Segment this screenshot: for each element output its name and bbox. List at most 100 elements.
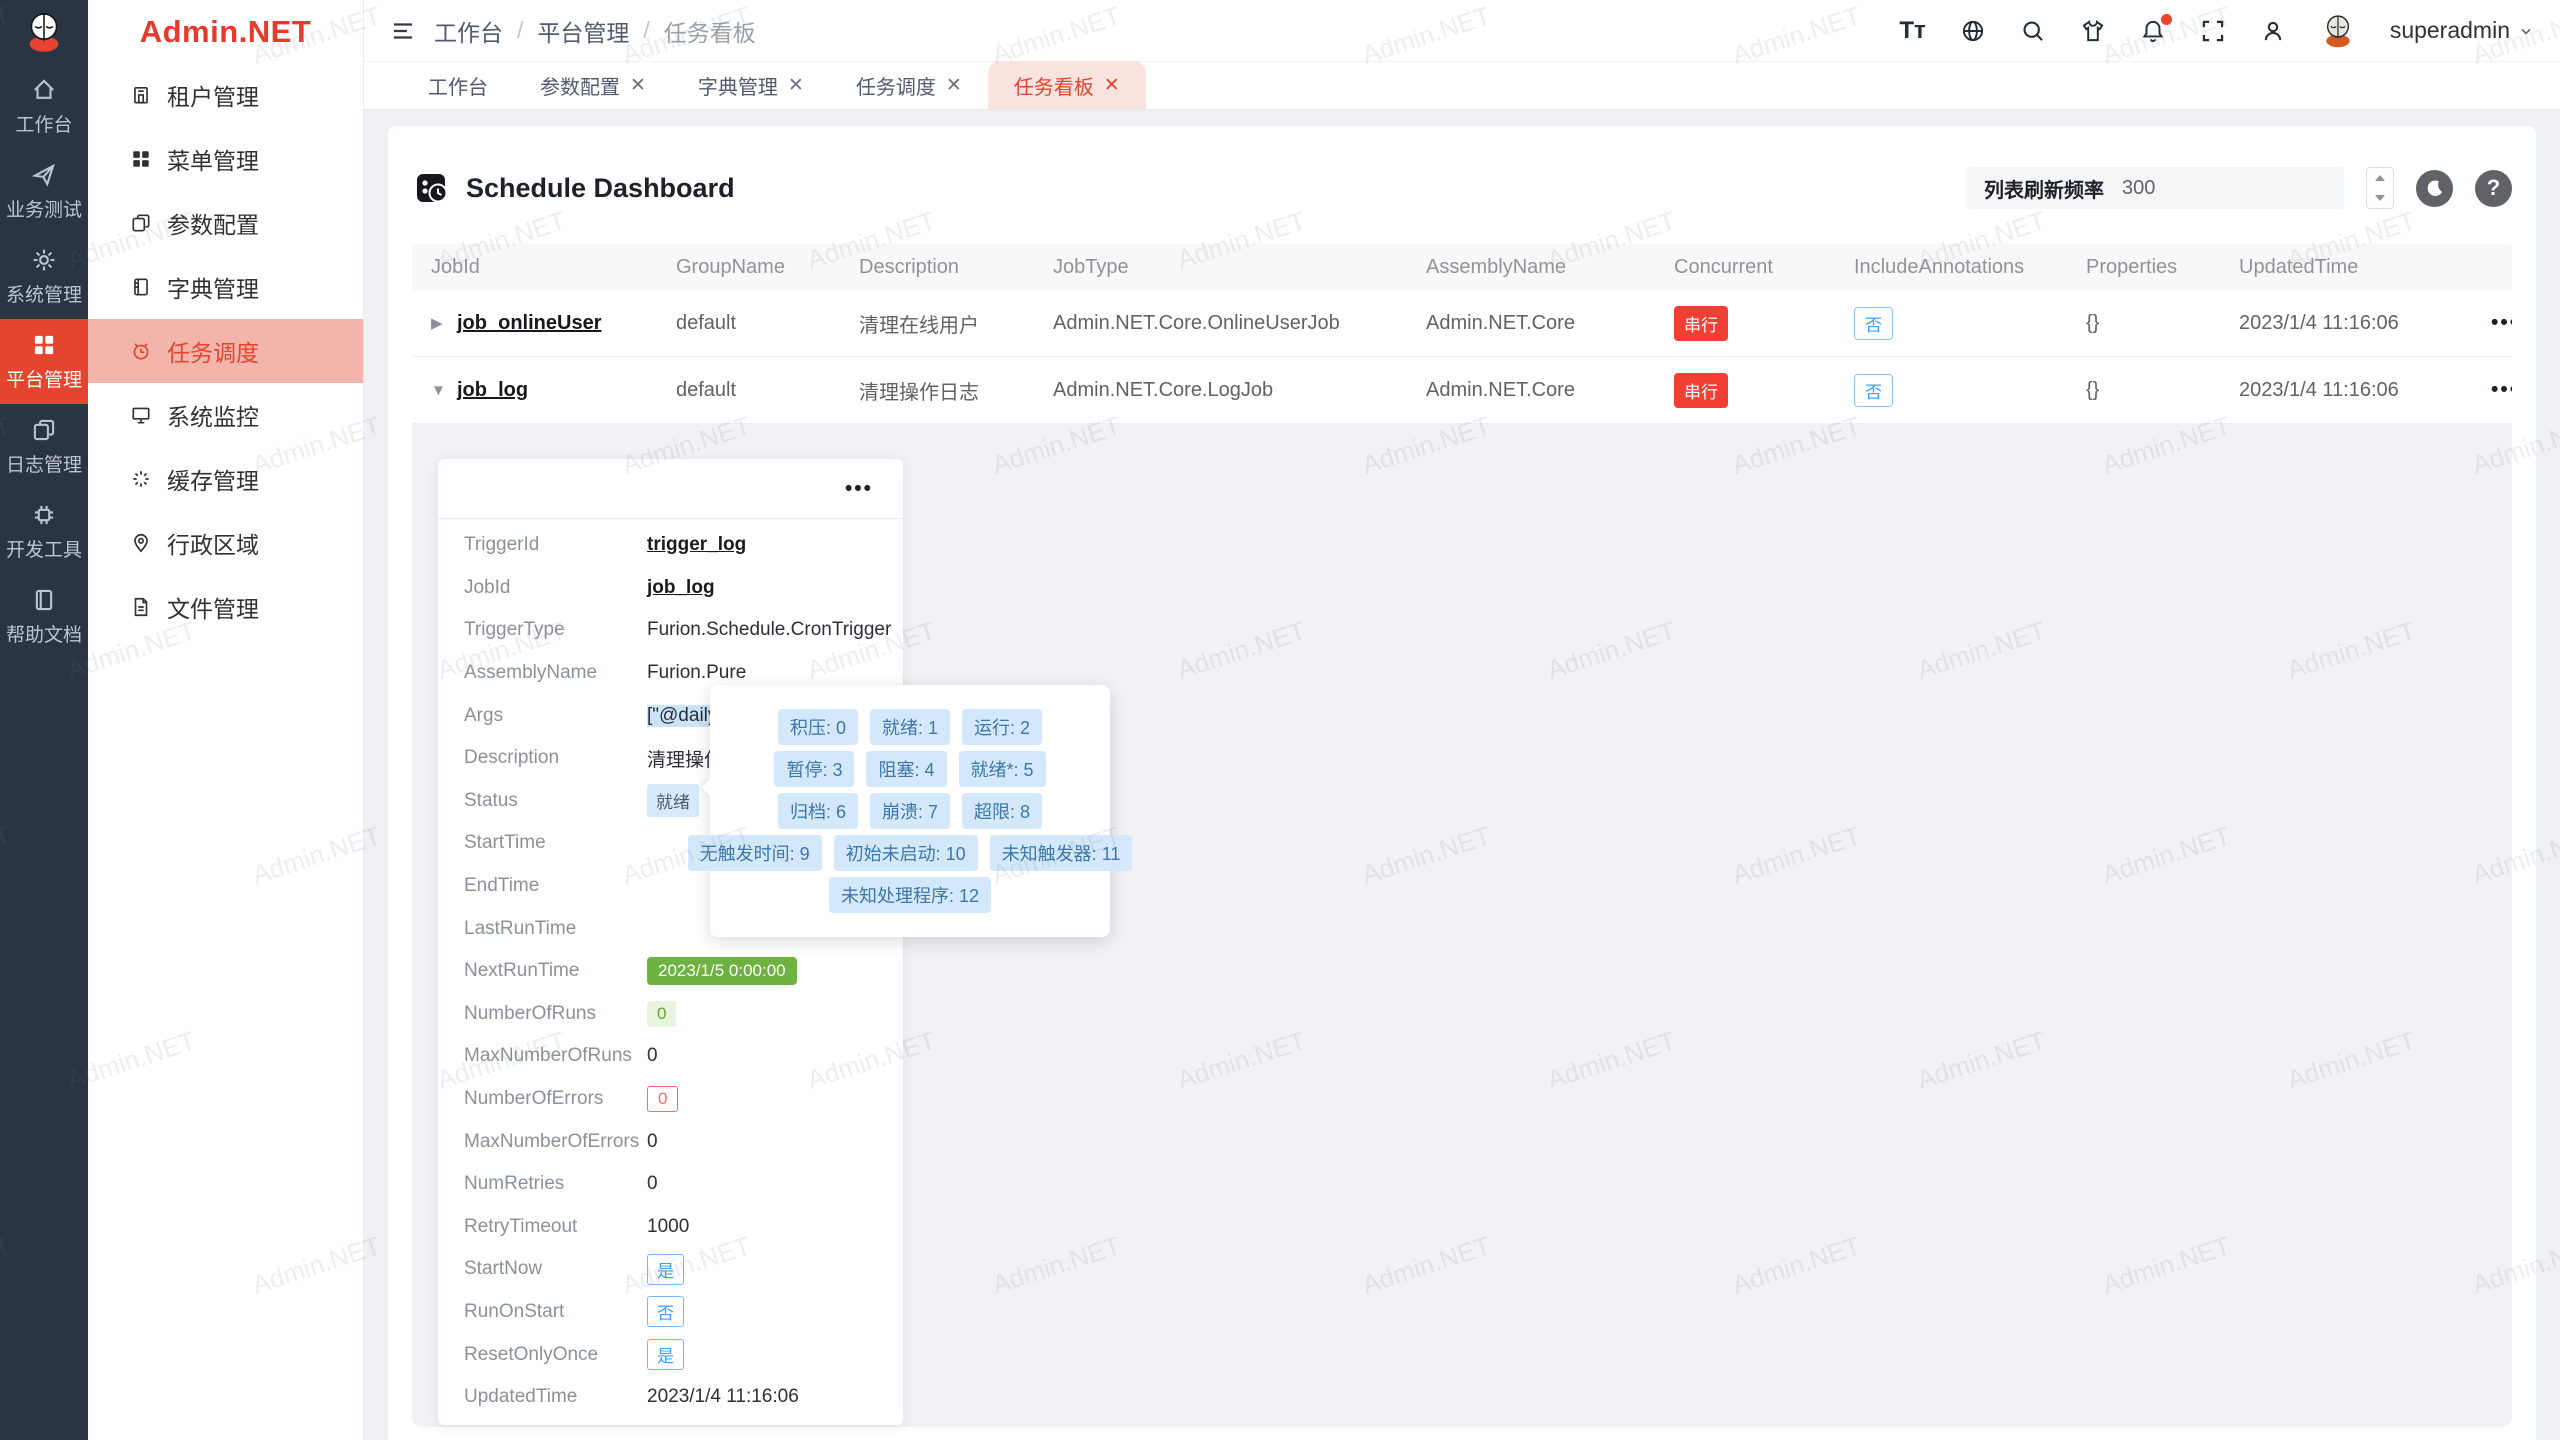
chevron-down-icon: [2521, 28, 2531, 35]
field-label: Status: [464, 789, 518, 811]
page-title: Schedule Dashboard: [466, 172, 735, 203]
tab-param-config[interactable]: 参数配置 ✕: [514, 61, 672, 109]
home-icon: [34, 79, 54, 99]
status-legend-item: 暂停: 3: [774, 751, 855, 787]
rail-item-platform-mgmt[interactable]: 平台管理: [0, 319, 88, 404]
refresh-rate-input[interactable]: 列表刷新频率 300: [1966, 167, 2344, 209]
rail-item-business-test[interactable]: 业务测试: [0, 149, 88, 234]
notebook-icon: [134, 278, 148, 296]
rail-item-label: 平台管理: [5, 370, 82, 391]
trigger-id-link[interactable]: trigger_log: [647, 534, 747, 556]
field-label: MaxNumberOfErrors: [464, 1130, 640, 1152]
status-legend-item: 崩溃: 7: [869, 793, 950, 829]
close-icon[interactable]: ✕: [630, 74, 646, 96]
rail-item-log-mgmt[interactable]: 日志管理: [0, 404, 88, 489]
theme-shirt-icon[interactable]: [2080, 18, 2106, 44]
status-legend-item: 阻塞: 4: [866, 751, 947, 787]
tab-label: 任务调度: [855, 76, 936, 99]
rail-item-workbench[interactable]: 工作台: [0, 64, 88, 149]
refresh-rate-label: 列表刷新频率: [1984, 179, 2104, 202]
fullscreen-icon[interactable]: [2200, 18, 2226, 44]
args-value: ["@daily: [647, 704, 718, 727]
expand-caret-right-icon[interactable]: ▶: [431, 315, 443, 332]
field-label: RetryTimeout: [464, 1215, 578, 1237]
search-icon[interactable]: [2020, 18, 2046, 44]
field-label: JobId: [464, 576, 511, 598]
sidebar-item-tenant-mgmt[interactable]: 租户管理: [88, 63, 363, 127]
tabs-bar: 工作台 参数配置 ✕ 字典管理 ✕ 任务调度 ✕ 任务看板 ✕: [364, 61, 2560, 110]
breadcrumb-item[interactable]: 工作台: [434, 19, 503, 46]
rail-item-label: 帮助文档: [5, 625, 82, 646]
dark-mode-icon[interactable]: [2416, 169, 2453, 207]
sidebar-item-cache-mgmt[interactable]: 缓存管理: [88, 447, 363, 511]
row-actions-icon[interactable]: •••: [2491, 378, 2512, 401]
col-header: UpdatedTime: [2239, 255, 2359, 278]
sidebar-item-task-schedule[interactable]: 任务调度: [88, 319, 363, 383]
expand-caret-down-icon[interactable]: ▼: [431, 381, 446, 399]
tab-dict-mgmt[interactable]: 字典管理 ✕: [672, 61, 830, 109]
rail-item-help-docs[interactable]: 帮助文档: [0, 574, 88, 659]
job-id-link[interactable]: job_log: [647, 576, 715, 598]
refresh-rate-stepper[interactable]: [2366, 167, 2394, 209]
close-icon[interactable]: ✕: [1103, 74, 1120, 96]
job-type: Admin.NET.Core.LogJob: [1053, 378, 1274, 401]
collapse-menu-icon[interactable]: [390, 18, 416, 44]
sidebar-item-menu-mgmt[interactable]: 菜单管理: [88, 127, 363, 191]
brand-logo-text[interactable]: Admin.NET: [139, 13, 312, 49]
rail-item-label: 开发工具: [5, 540, 82, 561]
language-icon[interactable]: [1960, 18, 1986, 44]
step-up-icon[interactable]: [2367, 168, 2393, 188]
file-icon: [134, 597, 148, 617]
close-icon[interactable]: ✕: [787, 74, 804, 96]
rail-item-dev-tools[interactable]: 开发工具: [0, 489, 88, 574]
field-value: 0: [647, 1173, 658, 1195]
col-header: GroupName: [676, 255, 785, 278]
notification-bell-icon[interactable]: [2140, 13, 2172, 44]
breadcrumb: 工作台 / 平台管理 / 任务看板: [434, 14, 756, 48]
include-annotations-badge: 否: [1854, 306, 1893, 340]
field-label: EndTime: [464, 875, 540, 897]
avatar[interactable]: [2320, 13, 2356, 49]
status-legend-item: 未知触发器: 11: [989, 835, 1133, 871]
status-legend-item: 初始未启动: 10: [833, 835, 978, 871]
help-icon[interactable]: ?: [2475, 169, 2512, 207]
concurrent-badge: 串行: [1674, 305, 1728, 341]
field-label: NextRunTime: [464, 960, 580, 982]
job-id-link[interactable]: job_onlineUser: [457, 311, 602, 334]
field-label: StartTime: [464, 832, 546, 854]
tab-workbench[interactable]: 工作台: [402, 61, 514, 109]
sidebar-item-admin-region[interactable]: 行政区域: [88, 511, 363, 575]
close-icon[interactable]: ✕: [945, 74, 962, 96]
field-label: NumberOfRuns: [464, 1002, 596, 1024]
topbar-actions: Tт: [1899, 13, 2534, 49]
status-legend-item: 积压: 0: [777, 709, 858, 745]
rail-item-system-mgmt[interactable]: 系统管理: [0, 234, 88, 319]
status-badge[interactable]: 就绪: [647, 784, 699, 818]
tab-task-dashboard[interactable]: 任务看板 ✕: [987, 61, 1146, 109]
step-down-icon[interactable]: [2367, 188, 2393, 208]
status-legend-item: 超限: 8: [962, 793, 1043, 829]
user-icon[interactable]: [2260, 18, 2286, 44]
sidebar: Admin.NET 租户管理 菜单管理 参数配置 字典管理 任务调度 系统监控 …: [88, 0, 364, 1440]
user-menu[interactable]: superadmin: [2390, 17, 2534, 44]
number-of-errors-badge: 0: [647, 1086, 679, 1113]
tab-task-schedule[interactable]: 任务调度 ✕: [830, 61, 988, 109]
sidebar-item-system-monitor[interactable]: 系统监控: [88, 383, 363, 447]
breadcrumb-item[interactable]: 平台管理: [537, 19, 630, 46]
notification-dot: [2160, 13, 2172, 25]
trigger-actions-icon[interactable]: •••: [844, 476, 873, 500]
mascot-logo-icon[interactable]: [0, 0, 88, 64]
font-size-icon[interactable]: Tт: [1899, 16, 1926, 44]
sidebar-item-param-config[interactable]: 参数配置: [88, 191, 363, 255]
sidebar-item-file-mgmt[interactable]: 文件管理: [88, 575, 363, 639]
field-value: 2023/1/4 11:16:06: [647, 1386, 799, 1408]
row-actions-icon[interactable]: •••: [2491, 311, 2512, 334]
sidebar-item-label: 参数配置: [167, 212, 259, 238]
job-id-link[interactable]: job_log: [457, 378, 529, 401]
sidebar-item-label: 缓存管理: [167, 468, 259, 494]
rail-item-label: 系统管理: [5, 285, 82, 306]
rail-item-label: 业务测试: [5, 200, 82, 221]
sidebar-item-dict-mgmt[interactable]: 字典管理: [88, 255, 363, 319]
field-label: NumberOfErrors: [464, 1088, 604, 1110]
sidebar-item-label: 字典管理: [167, 276, 259, 302]
